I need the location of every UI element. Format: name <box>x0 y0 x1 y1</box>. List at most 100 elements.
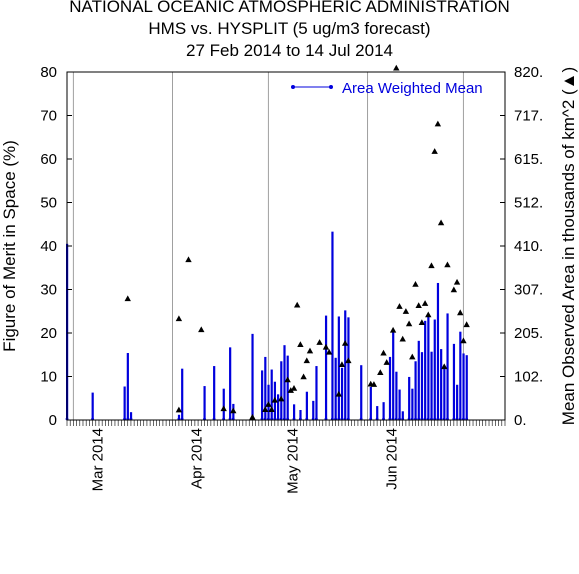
bar <box>436 282 440 420</box>
y-right-tick-label: 307. <box>514 282 543 299</box>
triangle-marker <box>463 321 470 328</box>
y-left-tick-label: 60 <box>40 151 57 168</box>
triangle-marker <box>316 339 323 345</box>
triangle-marker <box>297 341 304 348</box>
triangle-marker <box>338 361 346 367</box>
bar <box>312 400 315 420</box>
triangle-marker <box>290 384 298 391</box>
triangle-marker <box>284 376 291 383</box>
triangle-marker <box>393 64 400 71</box>
y-right-tick-label: 0. <box>514 412 527 429</box>
bar <box>433 319 436 420</box>
bar <box>411 388 414 420</box>
triangle-marker <box>265 401 272 407</box>
x-month-label: Mar 2014 <box>89 428 106 491</box>
bar <box>277 394 280 420</box>
bar <box>334 357 337 420</box>
bar <box>222 388 225 420</box>
bar <box>398 389 401 420</box>
triangle-marker <box>405 320 413 327</box>
triangle-marker <box>421 300 429 306</box>
legend-marker-right <box>329 85 333 89</box>
bar <box>270 369 273 420</box>
triangle-marker <box>271 396 279 403</box>
triangle-marker <box>431 148 438 154</box>
y-left-tick-label: 80 <box>40 64 57 81</box>
triangle-marker <box>124 295 131 302</box>
bar <box>360 365 363 420</box>
triangle-marker <box>453 278 461 285</box>
y-right-tick-label: 102. <box>514 369 543 386</box>
bar <box>123 386 126 420</box>
y-left-tick-label: 50 <box>40 195 57 212</box>
triangle-marker <box>425 311 432 318</box>
bar <box>299 409 302 420</box>
bar <box>177 414 181 420</box>
triangle-marker <box>325 348 333 355</box>
x-minor-ticks <box>66 420 506 426</box>
y-right-tick-label: 512. <box>514 195 543 212</box>
triangle-marker <box>460 337 467 344</box>
triangle-marker <box>198 326 205 333</box>
bar <box>465 355 468 420</box>
y-left-tick-label: 30 <box>40 282 57 299</box>
y-right-tick-label: 717. <box>514 108 543 125</box>
triangle-marker <box>345 357 352 364</box>
y-left-tick-label: 70 <box>40 108 57 125</box>
triangle-marker <box>249 413 256 420</box>
triangle-marker <box>428 262 435 269</box>
triangle-marker <box>185 256 192 263</box>
triangle-marker <box>409 353 416 360</box>
bar <box>203 386 206 420</box>
bar <box>264 356 267 420</box>
y-axis-left-ticks: 0 10 20 30 40 50 60 70 80 <box>40 64 72 429</box>
y-left-tick-label: 20 <box>40 325 57 342</box>
triangle-marker <box>380 349 387 356</box>
bar <box>417 340 420 420</box>
bar <box>286 355 289 420</box>
bar <box>440 349 443 420</box>
triangle-marker <box>412 280 419 287</box>
bar <box>292 404 296 420</box>
triangle-marker <box>287 387 294 393</box>
bar <box>392 330 395 420</box>
bar <box>446 313 449 420</box>
triangle-marker <box>389 326 397 333</box>
bar <box>395 371 398 420</box>
triangle-marker <box>434 120 442 127</box>
y-right-tick-label: 615. <box>514 151 543 168</box>
triangle-marker <box>399 335 406 342</box>
triangle-marker <box>383 359 390 365</box>
bar <box>401 411 404 420</box>
triangle-marker <box>306 347 314 354</box>
bar <box>347 317 350 420</box>
bar <box>305 391 308 420</box>
bar <box>424 320 427 420</box>
bar <box>280 361 283 420</box>
bar <box>283 345 286 420</box>
bar <box>251 333 254 420</box>
bar <box>459 331 462 420</box>
chart-title-line-2: HMS vs. HYSPLIT (5 ug/m3 forecast) <box>148 19 431 38</box>
legend-marker-left <box>291 85 295 89</box>
bar <box>452 343 456 420</box>
bar <box>462 353 465 420</box>
triangle-marker <box>415 302 422 308</box>
triangle-marker <box>230 407 237 414</box>
x-month-label: May 2014 <box>284 428 301 494</box>
y-left-tick-label: 40 <box>40 238 57 255</box>
triangle-marker <box>322 343 330 350</box>
bar <box>229 347 232 420</box>
x-axis-month-labels: Mar 2014 Apr 2014 May 2014 Jun 2014 <box>89 428 400 494</box>
triangle-marker <box>268 406 275 412</box>
triangle-marker <box>335 390 342 397</box>
bar <box>213 366 216 420</box>
y-left-tick-label: 10 <box>40 369 57 386</box>
triangle-marker <box>175 315 183 322</box>
bar <box>126 353 129 420</box>
y-right-tick-label: 205. <box>514 325 543 342</box>
bar <box>261 370 264 420</box>
triangle-marker <box>341 339 349 346</box>
legend: Area Weighted Mean <box>291 80 483 97</box>
triangle-marker <box>293 301 301 308</box>
